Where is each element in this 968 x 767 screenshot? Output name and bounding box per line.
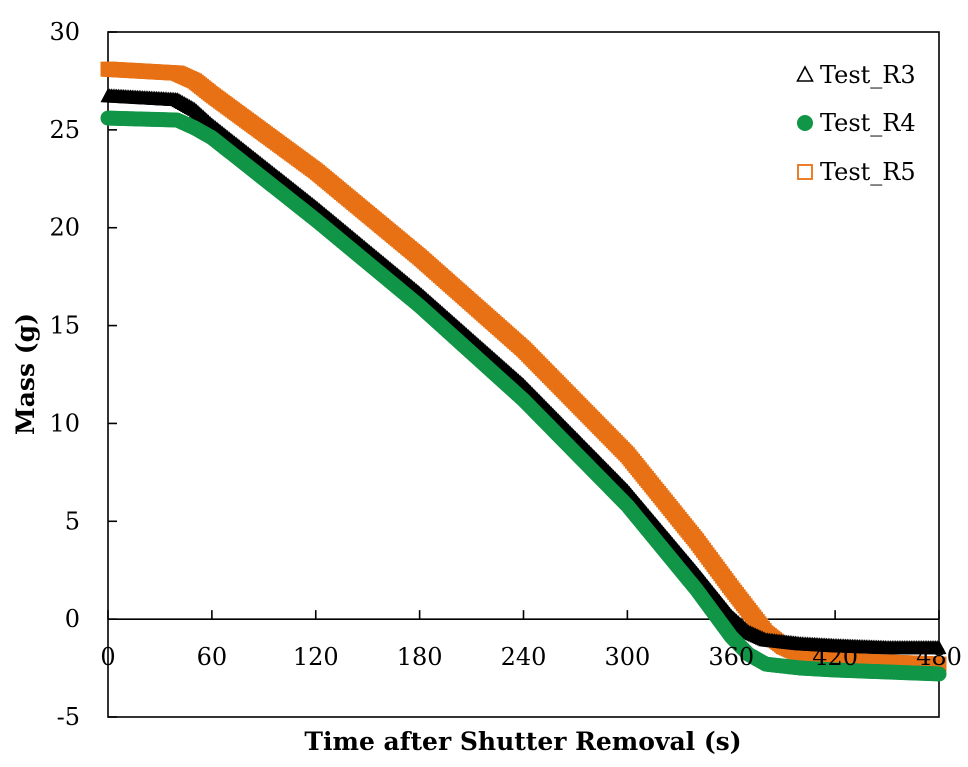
x-tick-label: 60	[197, 643, 228, 671]
x-tick-label: 420	[812, 643, 858, 671]
x-tick-label: 120	[293, 643, 339, 671]
plot-frame	[107, 31, 940, 718]
x-tick-label: 0	[100, 643, 115, 671]
data-point	[931, 640, 947, 655]
legend: Test_R3 Test_R4 Test_R5	[796, 61, 916, 186]
legend-marker	[796, 65, 814, 82]
x-tick-labels: 0 60 120 180 240 300 360 420 480	[100, 643, 962, 671]
series-layer	[100, 61, 947, 682]
series-Test_R5	[100, 61, 947, 672]
legend-label: Test_R5	[820, 158, 916, 186]
legend-marker	[797, 164, 813, 180]
series-Test_R4	[100, 110, 947, 682]
legend-label: Test_R3	[820, 61, 916, 89]
legend-marker	[797, 115, 813, 131]
y-tick-label: 25	[49, 116, 80, 144]
y-tick-label: 20	[49, 214, 80, 242]
x-tick-label: 300	[604, 643, 650, 671]
y-tick-labels: -5 0 5 10 15 20 25 30	[49, 18, 80, 731]
y-axis-title: Mass (g)	[11, 313, 40, 435]
y-tick-label: 5	[65, 507, 80, 535]
y-tick-label: 15	[49, 312, 80, 340]
x-tick-label: 180	[397, 643, 443, 671]
x-axis-title: Time after Shutter Removal (s)	[304, 727, 741, 756]
x-tick-label: 360	[708, 643, 754, 671]
data-point	[931, 666, 947, 682]
x-tick-label: 480	[916, 643, 962, 671]
x-tick-label: 240	[501, 643, 547, 671]
y-tick-label: 10	[49, 409, 80, 437]
y-tick-label: -5	[57, 703, 80, 731]
y-ticks	[108, 31, 117, 718]
legend-label: Test_R4	[820, 109, 916, 137]
y-tick-label: 30	[49, 18, 80, 46]
y-tick-label: 0	[65, 605, 80, 633]
x-ticks	[107, 610, 940, 620]
